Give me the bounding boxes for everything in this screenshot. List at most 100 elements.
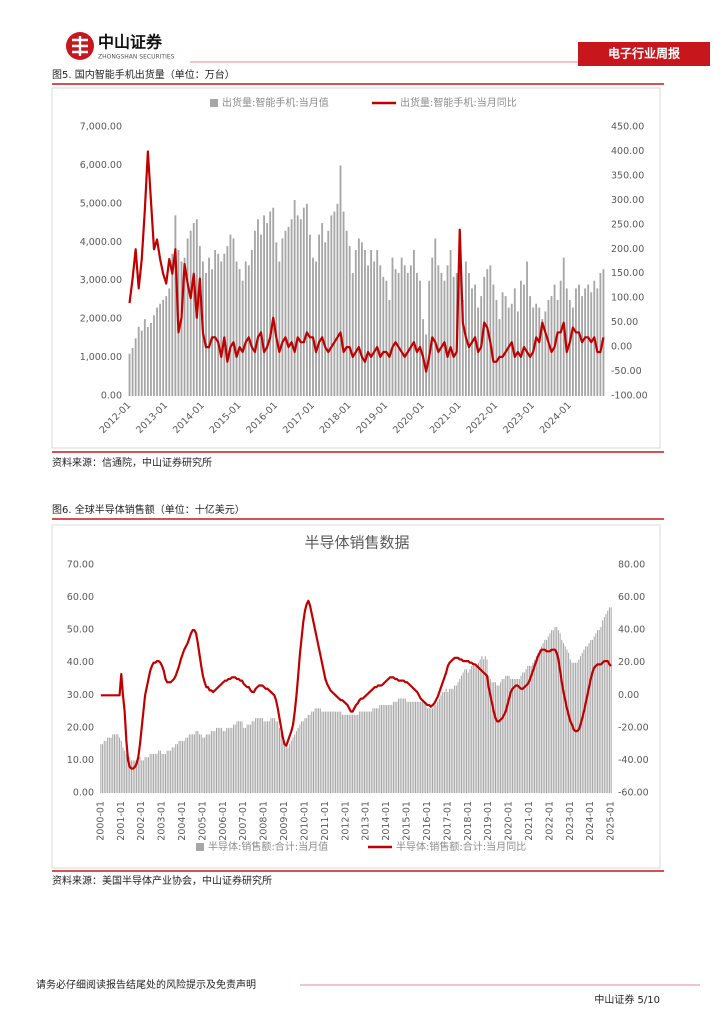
bar — [517, 679, 519, 793]
bar — [434, 238, 437, 396]
bar — [185, 737, 187, 793]
y2-tick-label: 200.00 — [611, 244, 644, 255]
bar — [117, 734, 119, 793]
report-type: 电子行业周报 — [608, 46, 680, 61]
brand-en: ZHONGSHAN SECURITIES — [98, 54, 175, 61]
bar — [406, 273, 409, 396]
bar — [416, 273, 418, 396]
bar — [523, 284, 525, 396]
bar — [293, 200, 296, 396]
bar — [170, 750, 172, 793]
line-series — [128, 150, 605, 373]
bar — [425, 334, 428, 396]
bar — [546, 639, 548, 793]
bar — [435, 705, 437, 793]
bar — [413, 701, 415, 793]
bar — [535, 303, 538, 396]
bar — [267, 721, 269, 793]
bar — [338, 711, 340, 793]
bar — [537, 652, 539, 793]
bar — [323, 711, 325, 793]
bar — [309, 234, 311, 396]
bar — [593, 636, 595, 793]
bar — [379, 705, 381, 793]
bar — [348, 246, 351, 396]
bar — [608, 607, 610, 793]
bar — [529, 296, 532, 396]
bar — [547, 636, 549, 793]
y2-tick-label: -100.00 — [611, 391, 648, 402]
bar — [165, 296, 168, 396]
x-tick-label: 2007-01 — [238, 801, 249, 841]
bar — [258, 718, 260, 793]
bar — [187, 737, 189, 793]
bar — [289, 744, 291, 793]
figure-source: 资料来源：美国半导体产业协会，中山证券研究所 — [52, 874, 272, 887]
y-tick-label: 3,000.00 — [80, 275, 122, 286]
bar — [330, 215, 333, 396]
bar — [335, 711, 337, 793]
bar — [550, 296, 553, 396]
bar — [377, 708, 379, 793]
bar — [171, 253, 174, 396]
bar — [415, 701, 417, 793]
bar — [183, 740, 185, 793]
bar — [575, 288, 577, 396]
bar — [382, 276, 385, 396]
bar — [418, 701, 420, 793]
bar — [346, 714, 349, 793]
bar — [266, 223, 269, 396]
bar — [248, 724, 250, 793]
bar — [214, 249, 217, 396]
bar — [364, 249, 366, 396]
x-tick-label: 2018-01 — [463, 801, 474, 841]
bar — [151, 753, 153, 793]
bar — [520, 675, 522, 793]
bar — [610, 607, 612, 793]
bar — [223, 253, 226, 396]
bar — [278, 261, 281, 396]
bar — [352, 714, 354, 793]
y2-tick-label: 20.00 — [618, 657, 645, 668]
bar — [491, 682, 493, 793]
bar — [345, 230, 348, 396]
bar — [139, 757, 141, 793]
bar — [342, 211, 345, 396]
bar — [171, 747, 173, 793]
bar — [445, 688, 447, 793]
bar — [447, 692, 449, 793]
bar — [403, 265, 406, 396]
bar — [440, 695, 442, 793]
bar — [219, 727, 221, 793]
y-tick-label: 4,000.00 — [80, 237, 122, 248]
bar — [458, 234, 461, 396]
page-number: 中山证券 5/10 — [594, 993, 660, 1006]
bar — [587, 284, 590, 396]
x-tick-label: 2020-01 — [504, 801, 515, 841]
bar — [144, 757, 146, 793]
bar — [250, 249, 253, 396]
bar — [136, 760, 138, 793]
bar — [411, 701, 413, 793]
bar — [208, 257, 210, 396]
bar — [146, 326, 149, 396]
bar — [246, 724, 248, 793]
bar — [314, 708, 316, 793]
x-tick-label: 2002-01 — [136, 801, 147, 841]
bar — [421, 701, 423, 793]
bar — [268, 721, 270, 793]
bar — [202, 737, 204, 793]
bar — [124, 750, 126, 793]
bar — [399, 698, 401, 793]
bar — [602, 620, 604, 793]
x-tick-label: 2004-01 — [177, 801, 188, 841]
y2-tick-label: -60.00 — [618, 788, 649, 799]
bar — [541, 319, 544, 396]
bar — [467, 672, 469, 793]
bar — [518, 679, 520, 793]
bar — [176, 744, 178, 793]
bar — [146, 757, 148, 793]
bar — [302, 207, 305, 396]
bar — [449, 249, 452, 396]
bar — [376, 249, 379, 396]
